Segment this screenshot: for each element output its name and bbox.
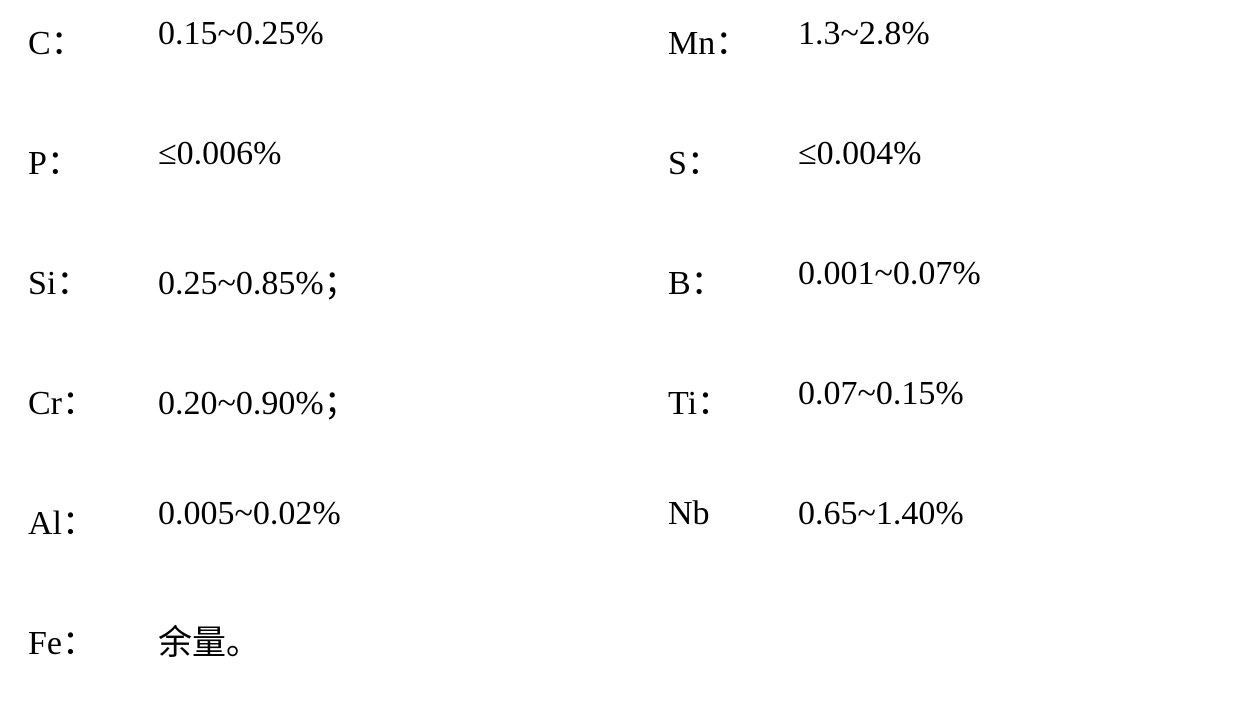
element-symbol: C： [28,15,85,64]
element-value: 0.07~0.15% [798,375,964,413]
element-value: ≤0.006% [158,135,281,173]
element-value: 0.20~0.90%； [158,375,358,424]
element-symbol: Mn： [668,15,749,64]
element-symbol: Fe： [28,615,96,664]
element-value: 1.3~2.8% [798,15,930,53]
element-symbol: Nb [668,495,710,533]
element-value: 余量。 [158,615,260,664]
element-value: 0.65~1.40% [798,495,964,533]
element-value: ≤0.004% [798,135,921,173]
element-value: 0.15~0.25% [158,15,324,53]
element-symbol: P： [28,135,81,184]
composition-table: C： 0.15~0.25% Mn： 1.3~2.8% P： ≤0.006% S：… [0,0,1240,725]
element-value: 0.25~0.85%； [158,255,358,304]
element-symbol: Al： [28,495,96,544]
element-symbol: Si： [28,255,90,304]
element-symbol: B： [668,255,725,304]
element-value: 0.001~0.07% [798,255,981,293]
element-symbol: S： [668,135,721,184]
element-symbol: Cr： [28,375,96,424]
element-symbol: Ti： [668,375,731,424]
element-value: 0.005~0.02% [158,495,341,533]
